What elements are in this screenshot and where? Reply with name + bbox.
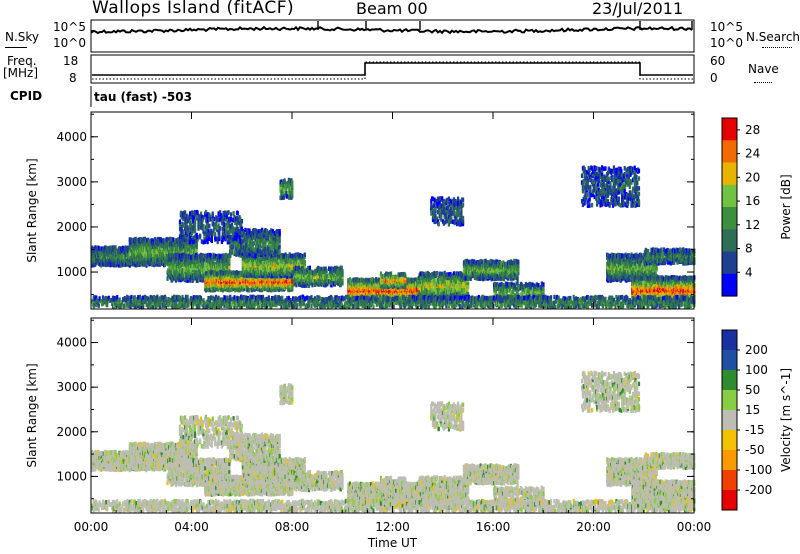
data-cell <box>326 269 328 274</box>
data-cell <box>311 283 313 288</box>
freq-panel <box>91 55 694 83</box>
data-cell <box>279 229 281 234</box>
noise-sky-trace <box>92 27 692 33</box>
power-data-cells <box>91 165 695 309</box>
data-cell <box>304 253 306 258</box>
data-cell <box>279 237 281 242</box>
noise-panel <box>91 20 694 52</box>
data-cell <box>233 245 235 250</box>
data-cell <box>254 254 256 259</box>
data-cell <box>341 269 343 274</box>
data-cell <box>279 244 281 249</box>
nave-trace <box>92 62 693 79</box>
data-cell <box>231 250 233 255</box>
data-cell <box>298 266 300 271</box>
data-cell <box>279 249 281 254</box>
freq-trace <box>92 63 693 75</box>
data-cell <box>304 260 306 265</box>
